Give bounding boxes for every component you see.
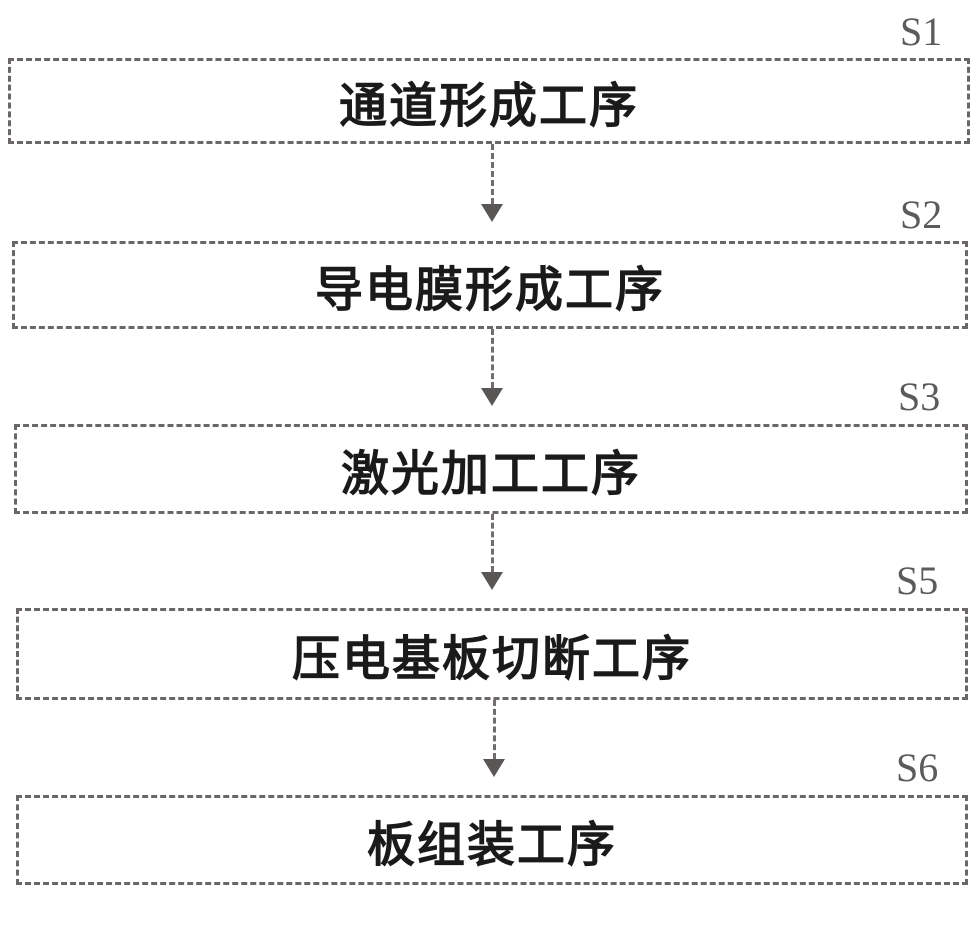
arrow-line-1 — [491, 144, 494, 204]
step-text-s2: 导电膜形成工序 — [315, 250, 665, 320]
arrow-line-2 — [491, 329, 494, 388]
step-box-s3: 激光加工工序 — [14, 424, 968, 514]
step-label-s3: S3 — [898, 373, 940, 420]
step-box-s1: 通道形成工序 — [8, 58, 970, 144]
step-text-s6: 板组装工序 — [367, 805, 617, 875]
step-box-s5: 压电基板切断工序 — [16, 608, 968, 700]
arrow-line-4 — [493, 700, 496, 759]
arrow-head-4 — [483, 759, 505, 777]
arrow-head-3 — [481, 572, 503, 590]
step-text-s5: 压电基板切断工序 — [292, 619, 692, 689]
step-box-s2: 导电膜形成工序 — [12, 241, 968, 329]
arrow-line-3 — [491, 514, 494, 572]
arrow-head-1 — [481, 204, 503, 222]
step-text-s3: 激光加工工序 — [341, 434, 641, 504]
step-label-s6: S6 — [896, 744, 938, 791]
step-label-s2: S2 — [900, 191, 942, 238]
flowchart-canvas: S1 通道形成工序 S2 导电膜形成工序 S3 激光加工工序 S5 压电基板切断工序 S6 板组装… — [0, 0, 979, 948]
step-label-s1: S1 — [900, 8, 942, 55]
step-label-s5: S5 — [896, 557, 938, 604]
arrow-head-2 — [481, 388, 503, 406]
step-text-s1: 通道形成工序 — [339, 66, 639, 136]
step-box-s6: 板组装工序 — [16, 795, 968, 885]
